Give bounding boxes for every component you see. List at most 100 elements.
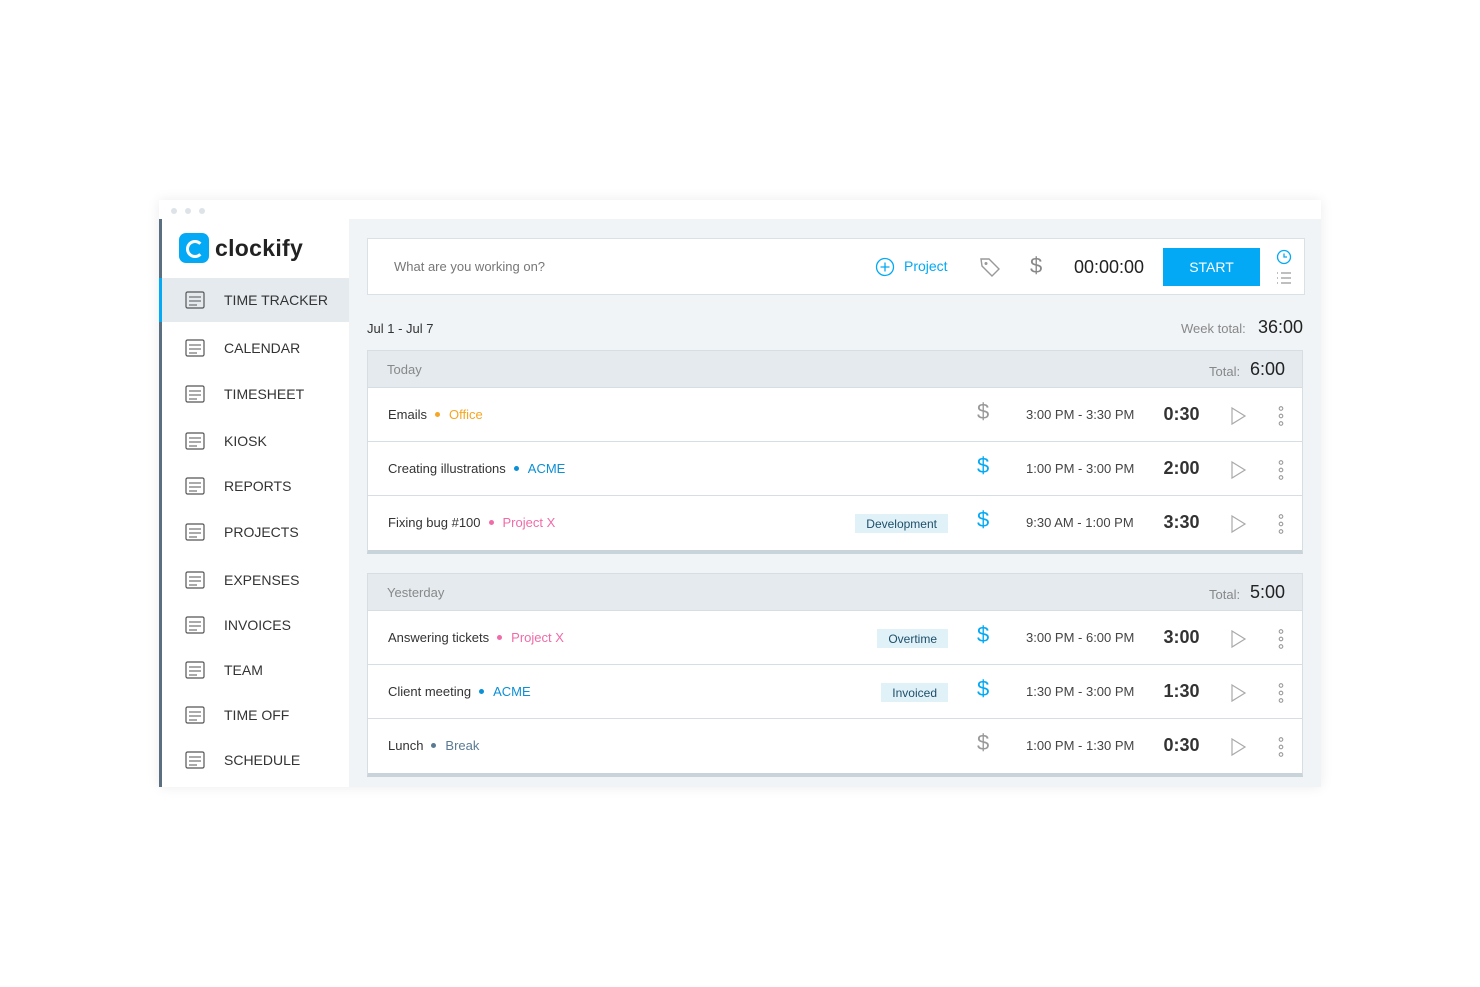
nav-icon: [185, 751, 205, 769]
billable-icon[interactable]: $: [977, 507, 990, 532]
time-range[interactable]: 1:00 PM - 3:00 PM: [1026, 461, 1135, 476]
billable-icon[interactable]: $: [977, 676, 990, 701]
entry-duration[interactable]: 3:00: [1163, 627, 1200, 647]
time-range[interactable]: 9:30 AM - 1:00 PM: [1026, 515, 1134, 530]
nav-item[interactable]: PROJECTS: [162, 510, 349, 554]
nav-item[interactable]: TIME TRACKER: [159, 278, 349, 322]
nav-item[interactable]: KIOSK: [162, 419, 349, 463]
nav-label: PROJECTS: [224, 524, 299, 540]
week-range: Jul 1 - Jul 7: [367, 321, 434, 336]
play-button[interactable]: [1231, 406, 1247, 426]
nav-item[interactable]: TEAM: [162, 648, 349, 692]
day-header: Today Total: 6:00: [368, 351, 1302, 388]
nav-label: KIOSK: [224, 433, 267, 449]
start-button[interactable]: START: [1163, 248, 1260, 286]
nav-item[interactable]: CALENDAR: [162, 326, 349, 370]
nav-item[interactable]: REPORTS: [162, 464, 349, 508]
entry-actions: [1228, 682, 1298, 709]
time-range[interactable]: 3:00 PM - 3:30 PM: [1026, 407, 1135, 422]
entry-actions: [1228, 459, 1298, 486]
entry-project[interactable]: ACME: [479, 684, 531, 699]
billable-toggle[interactable]: $: [1030, 253, 1043, 278]
day-total-label: Total:: [1209, 587, 1241, 602]
nav-item[interactable]: TIMESHEET: [162, 372, 349, 416]
entry-description-wrap: Creating illustrations ACME: [388, 442, 565, 495]
entry-actions: [1228, 628, 1298, 655]
entry-project[interactable]: Office: [435, 407, 483, 422]
nav-item[interactable]: TIME OFF: [162, 693, 349, 737]
billable-icon[interactable]: $: [977, 399, 990, 424]
play-button[interactable]: [1231, 629, 1247, 649]
nav-icon: [185, 706, 205, 724]
nav-label: TEAM: [224, 662, 263, 678]
entry-project[interactable]: ACME: [513, 461, 566, 476]
more-menu[interactable]: [1278, 514, 1284, 534]
day-total: 6:00: [1250, 359, 1286, 379]
entry-project[interactable]: Project X: [488, 515, 556, 530]
entry-project[interactable]: Break: [431, 738, 480, 753]
entry-description[interactable]: Creating illustrations: [388, 461, 506, 476]
nav-item[interactable]: INVOICES: [162, 603, 349, 647]
entry-description[interactable]: Answering tickets: [388, 630, 490, 645]
entry-duration[interactable]: 0:30: [1163, 735, 1200, 755]
mode-toggle[interactable]: [1274, 249, 1294, 287]
day-total-label: Total:: [1209, 364, 1241, 379]
play-button[interactable]: [1231, 514, 1247, 534]
project-button[interactable]: Project: [904, 258, 948, 274]
play-button[interactable]: [1231, 683, 1247, 703]
entry-description[interactable]: Client meeting: [388, 684, 472, 699]
nav-item[interactable]: EXPENSES: [162, 558, 349, 602]
nav-icon: [185, 339, 205, 357]
nav-icon: [185, 661, 205, 679]
description-input[interactable]: What are you working on?: [394, 259, 546, 274]
entry-duration[interactable]: 0:30: [1163, 404, 1200, 424]
more-menu[interactable]: [1278, 629, 1284, 649]
entry-duration[interactable]: 1:30: [1163, 681, 1200, 701]
billable-icon[interactable]: $: [977, 622, 990, 647]
play-button[interactable]: [1231, 460, 1247, 480]
day-label: Yesterday: [387, 585, 445, 600]
time-range[interactable]: 3:00 PM - 6:00 PM: [1026, 630, 1135, 645]
timer-display: 00:00:00: [1074, 257, 1145, 277]
more-menu[interactable]: [1278, 460, 1284, 480]
logo[interactable]: clockify: [179, 233, 303, 263]
time-range[interactable]: 1:30 PM - 3:00 PM: [1026, 684, 1135, 699]
tag-icon[interactable]: [979, 256, 1001, 278]
entry-project[interactable]: Project X: [497, 630, 564, 645]
nav-label: CALENDAR: [224, 340, 301, 356]
entry-actions: [1228, 513, 1298, 540]
time-entry: Creating illustrations ACME $1:00 PM - 3:0…: [368, 442, 1302, 496]
add-project-icon[interactable]: [875, 257, 895, 277]
entry-actions: [1228, 405, 1298, 432]
more-menu[interactable]: [1278, 406, 1284, 426]
time-range[interactable]: 1:00 PM - 1:30 PM: [1026, 738, 1135, 753]
entry-description-wrap: Client meeting ACME: [388, 665, 531, 718]
play-button[interactable]: [1231, 737, 1247, 757]
nav-icon: [185, 616, 205, 634]
entry-description[interactable]: Lunch: [388, 738, 424, 753]
entry-description-wrap: Emails Office: [388, 388, 483, 441]
entry-description-wrap: Lunch Break: [388, 719, 479, 772]
billable-icon[interactable]: $: [977, 730, 990, 755]
entry-tag[interactable]: Overtime: [877, 629, 948, 648]
more-menu[interactable]: [1278, 683, 1284, 703]
window-dot: [171, 208, 177, 214]
nav-item[interactable]: SCHEDULE: [162, 738, 349, 782]
entry-description-wrap: Fixing bug #100 Project X: [388, 496, 555, 549]
entry-description[interactable]: Emails: [388, 407, 428, 422]
day-label: Today: [387, 362, 422, 377]
app-window: clockify TIME TRACKER CALENDAR TIMESHEET KI…: [159, 200, 1321, 787]
entry-tag[interactable]: Development: [855, 514, 948, 533]
nav-label: INVOICES: [224, 617, 291, 633]
entry-duration[interactable]: 3:30: [1163, 512, 1200, 532]
nav-icon: [185, 385, 205, 403]
billable-icon[interactable]: $: [977, 453, 990, 478]
more-menu[interactable]: [1278, 737, 1284, 757]
entry-description[interactable]: Fixing bug #100: [388, 515, 481, 530]
nav-label: REPORTS: [224, 478, 292, 494]
logo-icon: [179, 233, 209, 263]
entry-duration[interactable]: 2:00: [1163, 458, 1200, 478]
main-area: What are you working on? Project $ 00:00…: [349, 219, 1321, 787]
entry-tag[interactable]: Invoiced: [881, 683, 948, 702]
